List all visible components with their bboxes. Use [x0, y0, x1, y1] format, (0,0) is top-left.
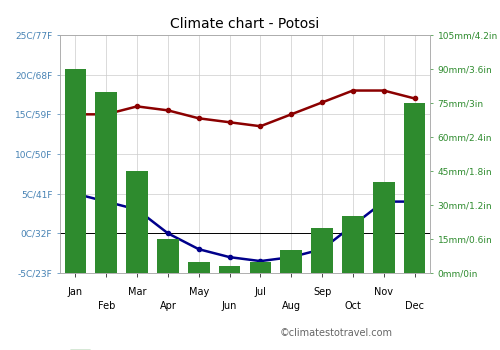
Bar	[64, 69, 86, 273]
Text: Nov: Nov	[374, 287, 393, 297]
Bar	[404, 103, 425, 273]
Text: ©climatestotravel.com: ©climatestotravel.com	[280, 328, 393, 338]
Text: Aug: Aug	[282, 301, 301, 311]
Bar	[342, 216, 363, 273]
Bar	[250, 262, 271, 273]
Text: Apr: Apr	[160, 301, 176, 311]
Title: Climate chart - Potosi: Climate chart - Potosi	[170, 17, 320, 31]
Text: Jan: Jan	[68, 287, 83, 297]
Bar	[188, 262, 210, 273]
Bar	[373, 182, 394, 273]
Bar	[96, 92, 117, 273]
Text: Mar: Mar	[128, 287, 146, 297]
Text: Feb: Feb	[98, 301, 115, 311]
Bar	[219, 266, 240, 273]
Bar	[126, 171, 148, 273]
Text: Dec: Dec	[405, 301, 424, 311]
Text: May: May	[188, 287, 209, 297]
Legend: Prec, Min, Max: Prec, Min, Max	[66, 345, 240, 350]
Text: Jul: Jul	[254, 287, 266, 297]
Text: Jun: Jun	[222, 301, 238, 311]
Bar	[280, 250, 302, 273]
Text: Sep: Sep	[313, 287, 332, 297]
Bar	[312, 228, 333, 273]
Bar	[157, 239, 178, 273]
Text: Oct: Oct	[344, 301, 362, 311]
